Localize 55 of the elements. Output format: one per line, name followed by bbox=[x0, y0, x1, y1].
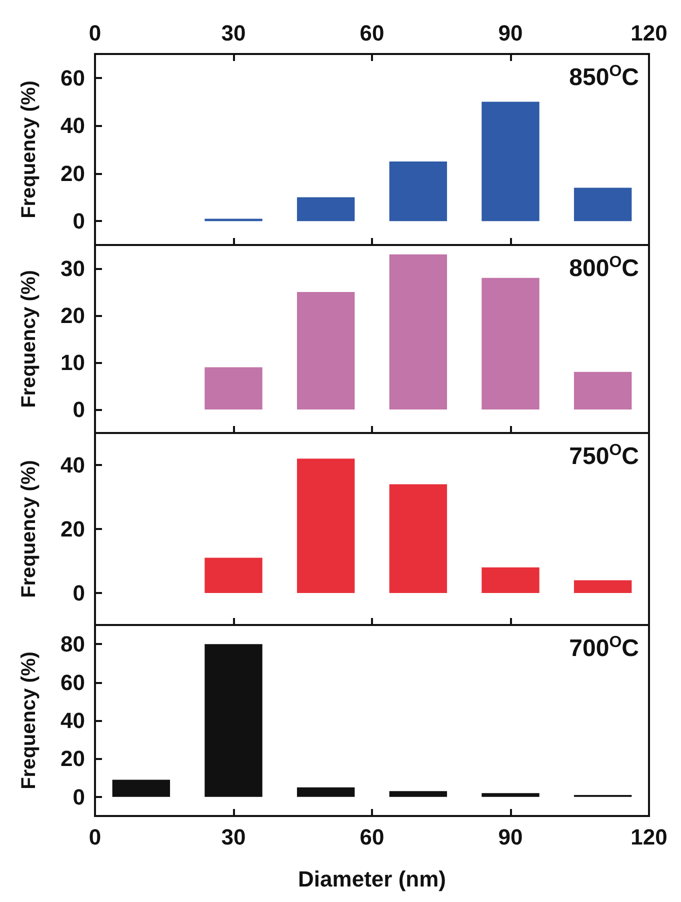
x-axis-title: Diameter (nm) bbox=[298, 866, 446, 892]
annotation: 850$^{O}$C bbox=[569, 63, 639, 91]
y-axis-title: Frequency (%) bbox=[18, 460, 40, 598]
bar bbox=[204, 558, 262, 593]
y-tick-label: 20 bbox=[60, 516, 85, 542]
y-tick-label: 10 bbox=[60, 350, 85, 375]
bar bbox=[204, 644, 262, 797]
bar bbox=[296, 197, 355, 222]
y-axis-title: Frequency (%) bbox=[18, 80, 40, 218]
bar bbox=[204, 218, 262, 222]
y-axis-title: Frequency (%) bbox=[18, 270, 40, 408]
y-axis-title: Frequency (%) bbox=[18, 652, 40, 790]
bar bbox=[482, 278, 540, 410]
bar bbox=[112, 780, 170, 797]
y-tick-label: 30 bbox=[60, 256, 85, 281]
x-tick-label: 60 bbox=[360, 824, 384, 850]
bar bbox=[296, 458, 355, 593]
y-tick-label: 0 bbox=[72, 784, 85, 810]
bar bbox=[574, 372, 632, 410]
bar bbox=[482, 793, 540, 797]
x-tick-label: 30 bbox=[221, 824, 246, 850]
y-tick-label: 0 bbox=[72, 397, 85, 422]
x2-tick-label: 0 bbox=[88, 20, 102, 46]
y-tick-label: 20 bbox=[60, 160, 85, 186]
y-tick-label: 60 bbox=[60, 670, 85, 695]
bar bbox=[574, 580, 632, 593]
annotation: 700$^{O}$C bbox=[569, 634, 639, 662]
bar bbox=[482, 102, 540, 222]
y-tick-label: 20 bbox=[60, 746, 85, 772]
y-tick-label: 40 bbox=[60, 708, 85, 733]
bar bbox=[389, 791, 448, 797]
bar bbox=[482, 567, 540, 593]
y-tick-label: 40 bbox=[60, 452, 85, 478]
x-tick-label: 0 bbox=[88, 824, 102, 850]
x-tick-label: 90 bbox=[498, 824, 523, 850]
bar bbox=[574, 188, 632, 222]
y-tick-label: 80 bbox=[60, 632, 85, 657]
x2-tick-label: 120 bbox=[630, 20, 668, 46]
bar bbox=[204, 367, 262, 410]
x2-tick-label: 30 bbox=[221, 20, 246, 46]
annotation: 750$^{O}$C bbox=[569, 442, 639, 470]
y-tick-label: 0 bbox=[72, 580, 85, 606]
bar bbox=[296, 787, 355, 797]
bar bbox=[389, 254, 448, 410]
x2-tick-label: 90 bbox=[498, 20, 523, 46]
x2-tick-label: 60 bbox=[360, 20, 384, 46]
x-tick-label: 120 bbox=[630, 824, 668, 850]
y-tick-label: 20 bbox=[60, 303, 85, 328]
bar bbox=[389, 161, 448, 222]
y-tick-label: 0 bbox=[72, 208, 85, 234]
annotation: 800$^{O}$C bbox=[569, 254, 639, 282]
y-tick-label: 40 bbox=[60, 113, 85, 138]
bar bbox=[296, 292, 355, 410]
bar bbox=[389, 484, 448, 593]
y-tick-label: 60 bbox=[60, 65, 85, 90]
